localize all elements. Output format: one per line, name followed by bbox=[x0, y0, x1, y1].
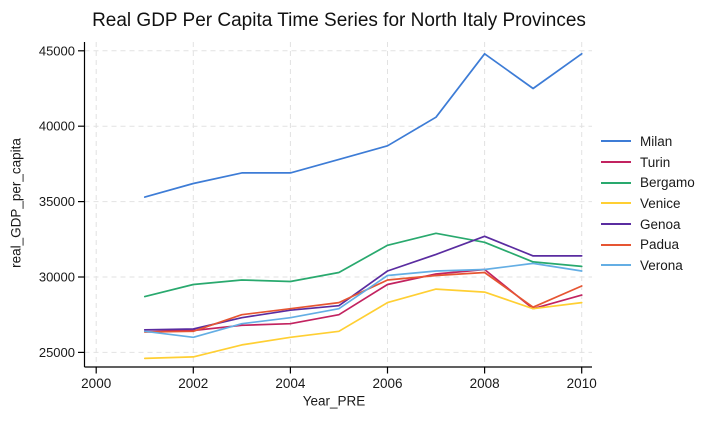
legend-label: Bergamo bbox=[640, 175, 695, 191]
series-line-milan bbox=[143, 52, 583, 198]
legend-label: Genoa bbox=[640, 216, 681, 232]
x-tick-label: 2006 bbox=[372, 376, 402, 391]
y-tick-label: 35000 bbox=[39, 194, 75, 209]
y-tick-label: 30000 bbox=[39, 270, 75, 285]
legend-label: Venice bbox=[640, 195, 681, 211]
legend-item-padua: Padua bbox=[601, 234, 695, 255]
legend-label: Padua bbox=[640, 237, 680, 253]
y-tick-label: 45000 bbox=[39, 43, 75, 58]
y-tick-label: 25000 bbox=[39, 345, 75, 360]
legend-label: Turin bbox=[640, 154, 671, 170]
x-tick-label: 2000 bbox=[81, 376, 111, 391]
x-tick-label: 2004 bbox=[275, 376, 306, 391]
legend-item-verona: Verona bbox=[601, 255, 695, 276]
legend-line-swatch-genoa bbox=[601, 223, 631, 226]
legend-line-swatch-padua bbox=[601, 243, 631, 246]
x-axis-label: Year_PRE bbox=[302, 393, 366, 409]
series-line-turin bbox=[143, 268, 583, 332]
legend-label: Milan bbox=[640, 133, 673, 149]
legend-line-swatch-turin bbox=[601, 161, 631, 164]
legend-item-venice: Venice bbox=[601, 193, 695, 214]
legend: Milan Turin Bergamo Venice Genoa Padua Verona bbox=[601, 131, 695, 276]
series-line-verona bbox=[143, 262, 583, 339]
legend-line-swatch-venice bbox=[601, 202, 631, 205]
series-line-venice bbox=[143, 288, 583, 360]
legend-line-swatch-verona bbox=[601, 264, 631, 267]
legend-item-milan: Milan bbox=[601, 131, 695, 152]
legend-line-swatch-milan bbox=[601, 140, 631, 143]
legend-item-bergamo: Bergamo bbox=[601, 172, 695, 193]
chart-title: Real GDP Per Capita Time Series for Nort… bbox=[92, 10, 586, 31]
legend-item-genoa: Genoa bbox=[601, 214, 695, 235]
x-tick-label: 2010 bbox=[567, 376, 597, 391]
legend-label: Verona bbox=[640, 257, 683, 273]
legend-line-swatch-bergamo bbox=[601, 181, 631, 184]
series-line-bergamo bbox=[143, 232, 583, 298]
x-tick-label: 2008 bbox=[470, 376, 500, 391]
y-tick-label: 40000 bbox=[39, 119, 75, 134]
legend-item-turin: Turin bbox=[601, 152, 695, 173]
x-tick-label: 2002 bbox=[178, 376, 208, 391]
